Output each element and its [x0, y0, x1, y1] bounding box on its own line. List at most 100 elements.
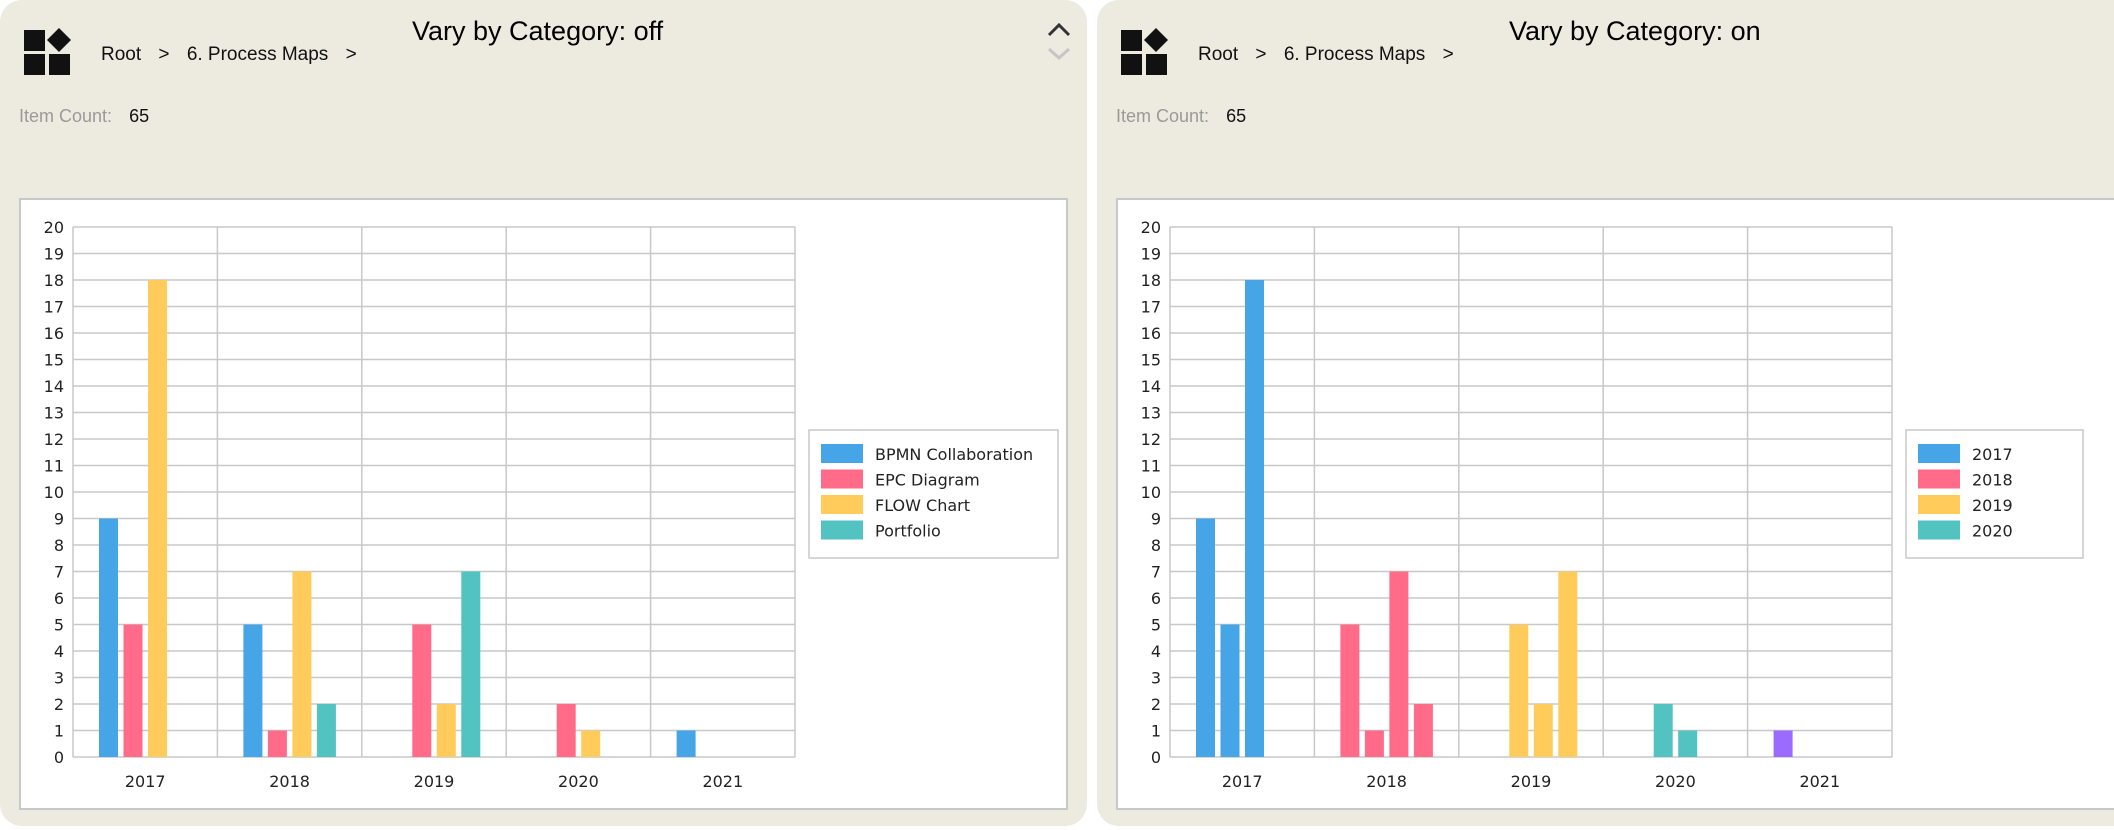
y-tick-label: 15: [1141, 351, 1161, 370]
breadcrumb: Root > 6. Process Maps >: [1198, 44, 1466, 66]
bar: [1558, 571, 1578, 757]
legend-label: 2017: [1972, 445, 2013, 464]
bar: [1364, 730, 1384, 757]
bar: [1245, 280, 1264, 757]
y-tick-label: 13: [44, 404, 64, 423]
breadcrumb-root[interactable]: Root: [1198, 44, 1239, 65]
legend-swatch: [821, 444, 863, 463]
bar: [581, 730, 601, 757]
item-count: Item Count: 65: [1116, 106, 1246, 127]
y-tick-label: 6: [1151, 589, 1161, 608]
y-tick-label: 9: [54, 510, 64, 529]
breadcrumb-process-maps[interactable]: 6. Process Maps: [186, 44, 329, 65]
grid-diamond-icon[interactable]: [1121, 28, 1169, 76]
y-tick-label: 3: [1151, 669, 1161, 688]
bar: [1533, 704, 1553, 757]
breadcrumb-separator: >: [158, 44, 170, 65]
y-tick-label: 20: [1141, 218, 1161, 237]
y-tick-label: 1: [1151, 722, 1161, 741]
bar: [1509, 624, 1529, 757]
y-tick-label: 19: [1141, 245, 1161, 264]
report-panel-left: Root > 6. Process Maps > Vary by Categor…: [0, 0, 1087, 826]
bar: [676, 730, 696, 757]
y-tick-label: 14: [1141, 377, 1161, 396]
bar: [461, 571, 481, 757]
legend-label: 2020: [1972, 522, 2013, 541]
breadcrumb-root[interactable]: Root: [101, 44, 142, 65]
bar: [123, 624, 143, 757]
bar: [556, 704, 576, 757]
y-tick-label: 5: [1151, 616, 1161, 635]
breadcrumb: Root > 6. Process Maps >: [101, 44, 369, 66]
y-tick-label: 1: [54, 722, 64, 741]
bar: [436, 704, 456, 757]
item-count-label: Item Count:: [1116, 106, 1210, 126]
x-tick-label: 2017: [125, 772, 166, 791]
bar: [316, 704, 336, 757]
y-tick-label: 18: [1141, 271, 1161, 290]
y-tick-label: 19: [44, 245, 64, 264]
grid-diamond-icon[interactable]: [24, 28, 72, 76]
y-tick-label: 9: [1151, 510, 1161, 529]
breadcrumb-process-maps[interactable]: 6. Process Maps: [1283, 44, 1426, 65]
y-tick-label: 4: [1151, 642, 1161, 661]
bar: [1773, 730, 1793, 757]
y-tick-label: 17: [1141, 298, 1161, 317]
x-tick-label: 2020: [1655, 772, 1696, 791]
breadcrumb-separator: >: [1442, 44, 1454, 65]
item-count-value: 65: [1226, 106, 1247, 126]
legend-swatch: [1918, 520, 1960, 540]
y-tick-label: 11: [44, 457, 64, 476]
y-tick-label: 5: [54, 616, 64, 635]
x-tick-label: 2017: [1222, 772, 1263, 791]
bar: [412, 624, 432, 757]
y-tick-label: 16: [44, 324, 64, 343]
legend-swatch: [1918, 444, 1960, 463]
bar: [148, 280, 167, 757]
y-tick-label: 11: [1141, 457, 1161, 476]
legend-label: 2018: [1972, 471, 2013, 490]
legend-swatch: [1918, 495, 1960, 514]
bar: [99, 518, 118, 757]
bar: [1220, 624, 1240, 757]
bar: [1653, 704, 1673, 757]
bar: [1340, 624, 1360, 757]
item-count-label: Item Count:: [19, 106, 113, 126]
y-tick-label: 18: [44, 271, 64, 290]
y-tick-label: 8: [1151, 536, 1161, 555]
y-tick-label: 14: [44, 377, 64, 396]
x-tick-label: 2019: [1511, 772, 1552, 791]
bar: [1678, 730, 1698, 757]
y-tick-label: 6: [54, 589, 64, 608]
bar: [1389, 571, 1409, 757]
panel-title: Vary by Category: off: [412, 16, 664, 46]
legend-swatch: [821, 469, 863, 489]
legend-label: FLOW Chart: [875, 496, 970, 515]
report-panel-right: Root > 6. Process Maps > Vary by Categor…: [1097, 0, 2114, 826]
y-tick-label: 2: [54, 695, 64, 714]
y-tick-label: 10: [44, 483, 64, 502]
y-tick-label: 20: [44, 218, 64, 237]
x-tick-label: 2021: [1799, 772, 1840, 791]
x-tick-label: 2019: [414, 772, 455, 791]
bar: [267, 730, 287, 757]
x-tick-label: 2020: [558, 772, 599, 791]
legend-swatch: [821, 495, 863, 514]
panel-title: Vary by Category: on: [1509, 16, 1761, 46]
chevron-up-icon[interactable]: [1045, 20, 1073, 66]
breadcrumb-separator: >: [1255, 44, 1267, 65]
y-tick-label: 13: [1141, 404, 1161, 423]
bar: [1413, 704, 1433, 757]
y-tick-label: 16: [1141, 324, 1161, 343]
y-tick-label: 4: [54, 642, 64, 661]
y-tick-label: 0: [1151, 748, 1161, 767]
y-tick-label: 0: [54, 748, 64, 767]
x-tick-label: 2018: [1366, 772, 1407, 791]
legend-swatch: [821, 520, 863, 540]
item-count: Item Count: 65: [19, 106, 149, 127]
y-tick-label: 7: [1151, 563, 1161, 582]
bar: [243, 624, 263, 757]
y-tick-label: 2: [1151, 695, 1161, 714]
